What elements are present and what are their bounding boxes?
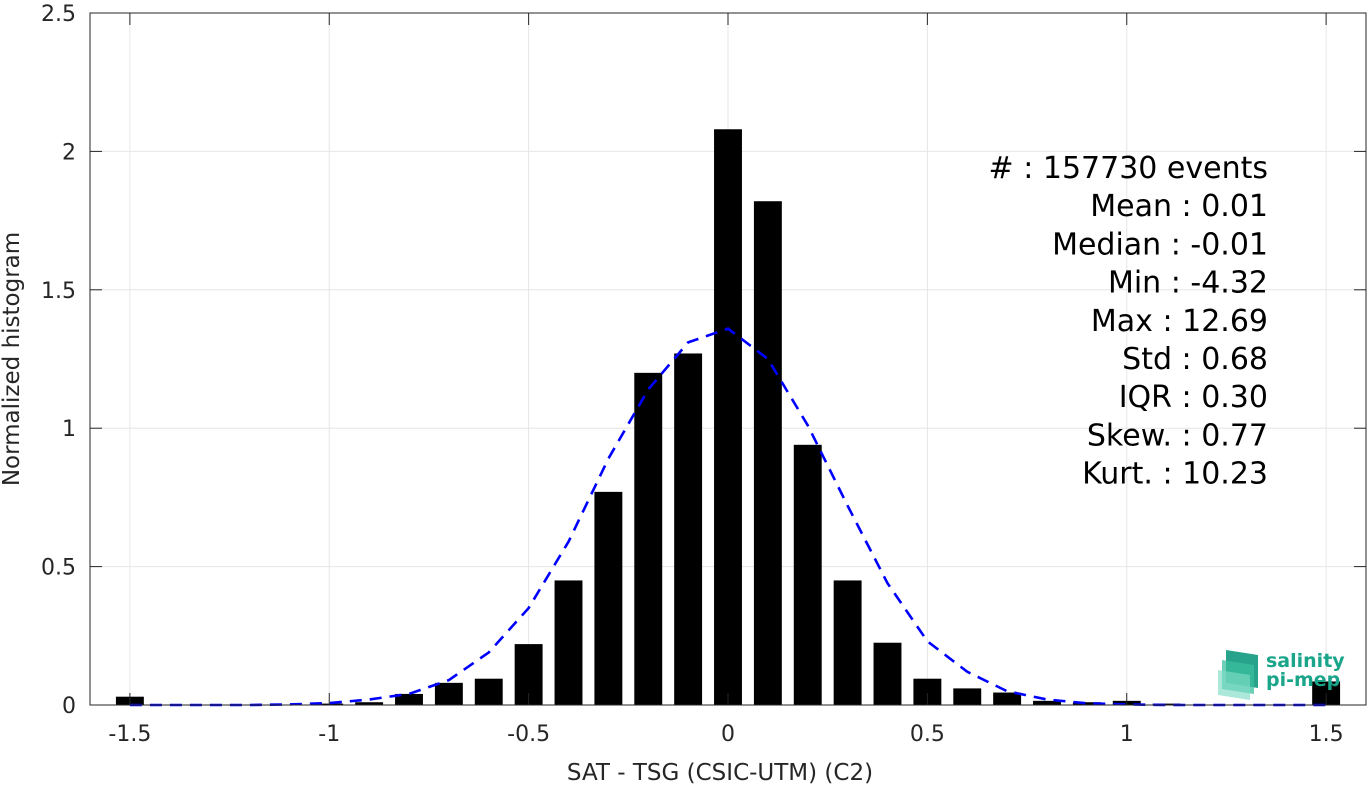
y-tick-labels: 0 0.5 1 1.5 2 2.5 — [41, 2, 76, 719]
histogram-bar — [634, 372, 663, 705]
y-tick-label: 2.5 — [41, 2, 76, 27]
axis-ticks — [90, 12, 1366, 706]
histogram-bar — [554, 580, 583, 705]
histogram-bar — [873, 642, 902, 705]
y-axis-label: Normalized histogram — [0, 232, 25, 486]
x-axis-label: SAT - TSG (CSIC-UTM) (C2) — [567, 760, 873, 785]
x-tick-label: 0 — [721, 722, 735, 747]
y-tick-label: 0.5 — [41, 556, 76, 581]
histogram-bar — [1033, 700, 1061, 705]
stat-line: Mean : 0.01 — [1090, 189, 1268, 224]
histogram-bar — [753, 201, 782, 705]
x-tick-label: 0.5 — [910, 722, 945, 747]
stat-line: Std : 0.68 — [1122, 342, 1268, 377]
stat-line: # : 157730 events — [989, 151, 1268, 186]
x-tick-label: -1 — [318, 722, 340, 747]
stat-line: Median : -0.01 — [1052, 227, 1268, 262]
y-tick-label: 0 — [62, 694, 76, 719]
x-tick-label: 1 — [1120, 722, 1134, 747]
histogram-bar — [355, 702, 384, 705]
stat-line: Max : 12.69 — [1091, 304, 1268, 339]
stat-line: IQR : 0.30 — [1119, 380, 1268, 415]
histogram-bar — [714, 129, 742, 706]
logo-line-salinity: salinity — [1266, 650, 1345, 672]
stat-line: Skew. : 0.77 — [1087, 418, 1268, 453]
fit-curve — [129, 327, 1327, 707]
x-tick-label: -0.5 — [507, 722, 550, 747]
x-tick-label: -1.5 — [108, 722, 151, 747]
salinity-pimep-logo: salinity pi-mep — [1218, 650, 1345, 700]
histogram-bar — [674, 353, 703, 705]
histogram-bar — [474, 678, 503, 705]
histogram-bar — [1152, 703, 1181, 705]
histogram-bar — [594, 491, 623, 705]
histogram-bar — [953, 688, 982, 705]
histogram-bar — [1072, 702, 1101, 705]
wave-logo-icon — [1218, 650, 1258, 700]
x-tick-label: 1.5 — [1309, 722, 1344, 747]
histogram-bar — [395, 693, 423, 705]
histogram-bar — [793, 444, 822, 705]
logo-line-pimep: pi-mep — [1266, 669, 1340, 691]
y-tick-label: 1 — [62, 417, 76, 442]
histogram-bar — [434, 682, 463, 705]
x-tick-labels: -1.5 -1 -0.5 0 0.5 1 1.5 — [108, 722, 1343, 747]
histogram-bars — [115, 129, 1341, 706]
y-tick-label: 1.5 — [41, 279, 76, 304]
histogram-bar — [993, 692, 1022, 705]
histogram-bar — [833, 580, 862, 705]
stat-line: Kurt. : 10.23 — [1082, 457, 1268, 492]
y-tick-label: 2 — [62, 140, 76, 165]
stat-line: Min : -4.32 — [1108, 266, 1268, 301]
